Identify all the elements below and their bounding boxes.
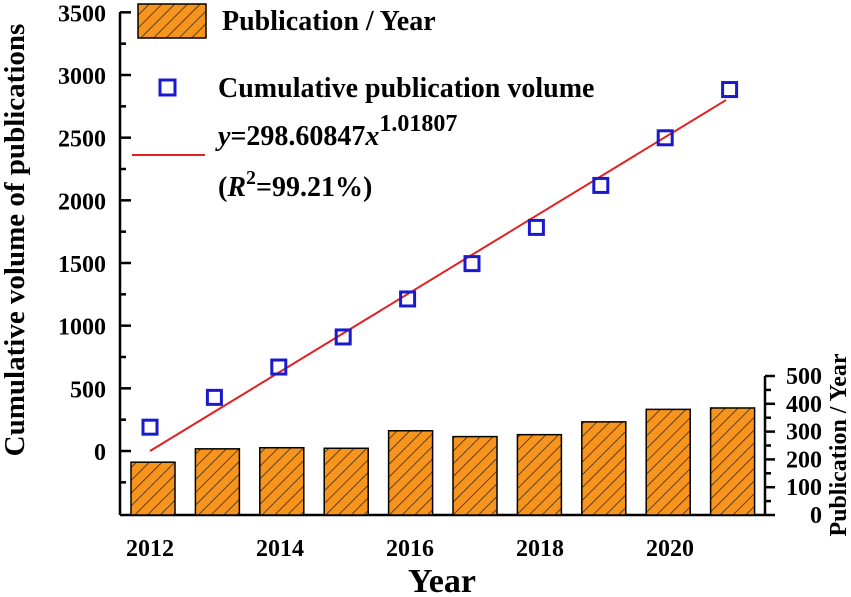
x-tick-label: 2020 — [646, 536, 694, 562]
bar — [259, 446, 305, 516]
scatter-series — [141, 81, 739, 436]
fit-eq-coef: =298.60847 — [230, 121, 365, 152]
y-tick-label: 2500 — [58, 127, 106, 153]
scatter-point — [399, 290, 417, 308]
x-tick-label: 2014 — [256, 536, 304, 562]
legend: Publication / Year Cumulative publicatio… — [132, 3, 594, 203]
bar — [387, 430, 434, 516]
y2-tick-label: 300 — [786, 420, 822, 446]
y-axis-label: Cumulative volume of publications — [0, 24, 31, 457]
bar — [130, 461, 176, 516]
y2-tick-label: 400 — [786, 392, 822, 418]
fit-line-series — [149, 99, 727, 452]
bar — [194, 448, 241, 516]
x-axis-label: Year — [408, 563, 476, 597]
legend-scatter-marker — [158, 78, 177, 97]
y-tick-label: 1000 — [58, 315, 106, 341]
legend-bar-swatch — [137, 3, 207, 39]
bar — [645, 408, 691, 516]
scatter-point — [656, 129, 674, 147]
y2-axis-label: Publication / Year — [826, 353, 851, 536]
r2-value: =99.21%) — [256, 172, 372, 203]
x-tick-label: 2012 — [126, 536, 174, 562]
scatter-point — [463, 255, 481, 273]
bar — [323, 447, 369, 516]
r2-open: ( — [218, 172, 227, 203]
x-tick-label: 2018 — [516, 536, 564, 562]
x-tick-label: 2016 — [386, 536, 434, 562]
r2-sup: 2 — [246, 167, 256, 189]
bar — [452, 435, 498, 516]
left-axis-ticks: 0 500 1000 1500 2000 2500 3000 3500 — [58, 1, 131, 484]
fit-eq-exponent: 1.01807 — [379, 111, 457, 137]
y-tick-label: 3500 — [58, 1, 106, 27]
fit-eq-y: y — [215, 121, 231, 152]
legend-r2: (R2=99.21%) — [218, 167, 372, 203]
scatter-point — [334, 328, 352, 346]
bar — [581, 421, 627, 516]
y-tick-label: 3000 — [58, 64, 106, 90]
scatter-point — [205, 388, 223, 406]
y2-tick-label: 200 — [786, 447, 822, 473]
scatter-point — [721, 81, 739, 99]
scatter-point — [592, 176, 610, 194]
scatter-point — [527, 218, 545, 236]
scatter-point — [270, 358, 288, 376]
y-tick-label: 500 — [70, 377, 106, 403]
fit-line — [149, 99, 727, 452]
fit-eq-x: x — [364, 121, 379, 152]
bar — [516, 433, 563, 516]
y2-tick-label: 0 — [810, 503, 822, 529]
legend-fit-equation: y=298.60847x1.01807 — [215, 111, 457, 152]
legend-bar-label: Publication / Year — [222, 6, 436, 37]
bar-series — [130, 407, 756, 516]
y-tick-label: 0 — [94, 440, 106, 466]
scatter-point — [141, 418, 159, 436]
r2-var: R — [226, 172, 246, 203]
y-tick-label: 2000 — [58, 189, 106, 215]
y-tick-label: 1500 — [58, 252, 106, 278]
legend-scatter-label: Cumulative publication volume — [218, 73, 594, 104]
y2-tick-label: 100 — [786, 475, 822, 501]
y2-tick-label: 500 — [786, 364, 822, 390]
bar — [709, 407, 756, 516]
